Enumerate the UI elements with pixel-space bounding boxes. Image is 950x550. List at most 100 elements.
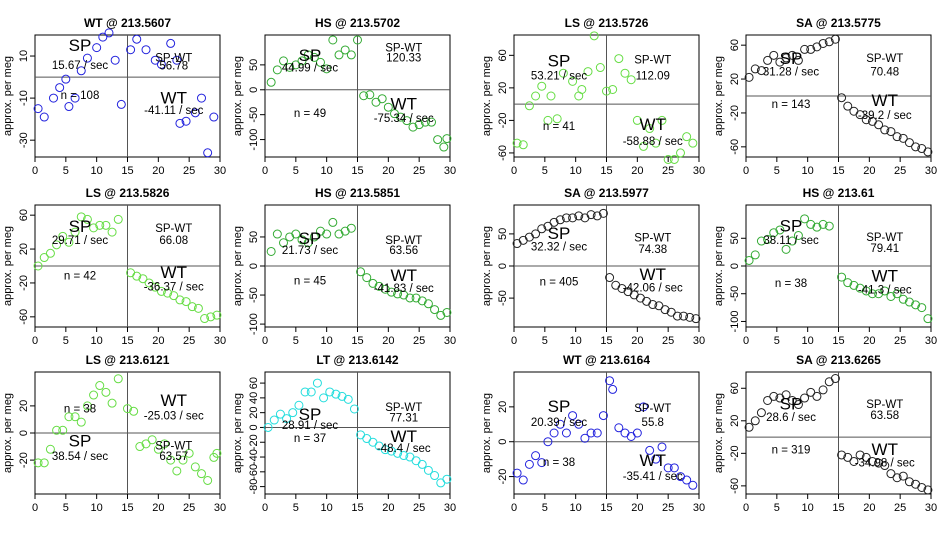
y-axis-label: approx. per meg bbox=[232, 56, 244, 136]
data-point bbox=[672, 311, 682, 321]
annotation: SP-WT bbox=[634, 233, 671, 245]
data-point bbox=[639, 141, 648, 151]
annotation: n = 41 bbox=[543, 121, 575, 133]
data-point bbox=[101, 387, 111, 397]
data-point bbox=[52, 425, 62, 435]
data-point bbox=[45, 248, 55, 258]
data-point bbox=[651, 138, 661, 148]
y-axis-label: approx. per meg bbox=[2, 226, 14, 306]
y-axis-label: approx. per meg bbox=[713, 393, 725, 473]
x-tick-label: 0 bbox=[32, 165, 38, 177]
data-point bbox=[380, 284, 390, 294]
x-tick-label: 25 bbox=[183, 165, 195, 177]
data-point bbox=[537, 458, 547, 468]
y-tick-label: -60 bbox=[729, 478, 741, 494]
data-point bbox=[206, 312, 216, 322]
x-tick-label: 0 bbox=[511, 335, 517, 347]
y-tick-label: -20 bbox=[729, 105, 741, 121]
data-point bbox=[580, 433, 590, 443]
data-point bbox=[800, 44, 810, 54]
data-point bbox=[750, 416, 760, 426]
data-point bbox=[781, 390, 791, 400]
data-point bbox=[172, 55, 182, 65]
data-point bbox=[64, 102, 74, 112]
data-point bbox=[518, 235, 528, 245]
data-point bbox=[442, 474, 452, 484]
x-tick-label: 10 bbox=[570, 165, 582, 177]
data-point bbox=[592, 211, 602, 221]
region-label: WT bbox=[640, 115, 666, 134]
x-tick-label: 25 bbox=[894, 502, 906, 514]
data-point bbox=[861, 115, 871, 125]
data-point bbox=[874, 289, 884, 299]
data-point bbox=[763, 395, 773, 405]
x-tick-label: 15 bbox=[600, 335, 612, 347]
annotation: SP-WT bbox=[385, 235, 422, 247]
data-point bbox=[414, 120, 424, 130]
annotation: SP-WT bbox=[385, 42, 422, 54]
data-point bbox=[531, 451, 541, 461]
chart-panel: HS @ 213.5702 0 5 10 15 20 25 30 50 0 -50 -100 appro… bbox=[232, 16, 456, 177]
data-point bbox=[377, 94, 387, 104]
data-point bbox=[70, 93, 80, 103]
data-point bbox=[818, 385, 828, 395]
annotation: 29.71 / sec bbox=[52, 235, 109, 247]
data-point bbox=[608, 384, 618, 394]
data-point bbox=[614, 423, 624, 433]
region-label: SP bbox=[299, 46, 322, 65]
y-tick-label: 0 bbox=[497, 439, 509, 445]
annotation: n = 38 bbox=[775, 278, 807, 290]
data-point bbox=[756, 408, 766, 418]
data-point bbox=[166, 38, 176, 48]
data-point bbox=[861, 452, 871, 462]
y-tick-label: 0 bbox=[729, 263, 741, 269]
x-tick-label: 25 bbox=[662, 335, 674, 347]
data-point bbox=[898, 133, 908, 143]
annotation: 120.33 bbox=[386, 52, 421, 64]
y-tick-label: 20 bbox=[248, 407, 260, 419]
data-point bbox=[867, 289, 877, 299]
x-tick-label: 0 bbox=[743, 335, 749, 347]
data-point bbox=[319, 393, 329, 403]
y-tick-label: -20 bbox=[248, 434, 260, 450]
data-point bbox=[874, 120, 884, 130]
data-point bbox=[676, 148, 685, 158]
data-point bbox=[359, 91, 369, 101]
y-tick-label: 60 bbox=[497, 49, 509, 61]
data-point bbox=[156, 59, 166, 69]
data-point bbox=[82, 401, 92, 411]
data-point bbox=[555, 215, 565, 225]
chart-panel: WT @ 213.6164 0 5 10 15 20 25 30 20 0 -20 approx. p… bbox=[481, 353, 705, 514]
annotation: SP-WT bbox=[385, 402, 422, 414]
annotation: -48.4 / sec bbox=[377, 443, 431, 455]
data-point bbox=[33, 104, 43, 114]
data-point bbox=[589, 31, 599, 41]
data-point bbox=[911, 300, 921, 310]
data-point bbox=[55, 83, 65, 93]
y-tick-label: -60 bbox=[248, 464, 260, 480]
y-tick-label: -50 bbox=[248, 107, 260, 123]
data-point bbox=[552, 114, 562, 124]
data-point bbox=[346, 50, 356, 60]
region-label: SP bbox=[548, 224, 571, 243]
annotation: n = 42 bbox=[64, 271, 96, 283]
annotation: 20.39 / sec bbox=[531, 417, 588, 429]
x-tick-label: 30 bbox=[925, 502, 937, 514]
data-point bbox=[82, 53, 92, 63]
y-tick-label: 40 bbox=[248, 392, 260, 404]
data-point bbox=[275, 409, 285, 419]
y-tick-label: 50 bbox=[248, 231, 260, 243]
data-point bbox=[886, 469, 896, 479]
y-tick-label: -60 bbox=[497, 145, 509, 161]
data-point bbox=[368, 437, 378, 447]
data-point bbox=[886, 127, 896, 137]
data-point bbox=[645, 445, 655, 455]
data-point bbox=[543, 115, 553, 125]
x-tick-label: 5 bbox=[542, 502, 548, 514]
chart-panel: LS @ 213.5726 0 5 10 15 20 25 30 60 20 -20 -60 appro… bbox=[481, 16, 705, 177]
x-tick-label: 15 bbox=[832, 335, 844, 347]
region-label: WT bbox=[391, 95, 417, 114]
annotation: SP-WT bbox=[634, 54, 671, 66]
annotation: SP-WT bbox=[866, 232, 903, 244]
y-tick-label: -100 bbox=[248, 129, 260, 151]
